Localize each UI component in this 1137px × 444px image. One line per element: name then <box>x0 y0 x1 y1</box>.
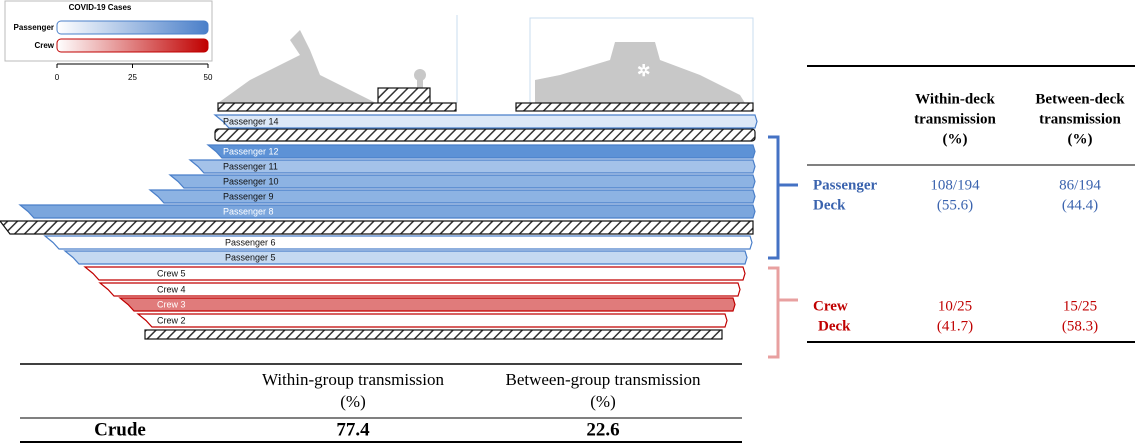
table-cell: 108/194 <box>930 177 980 193</box>
deck <box>118 297 736 312</box>
legend-tick-label: 0 <box>55 73 60 82</box>
brackets <box>768 135 798 359</box>
table-header: Within-group transmission <box>262 370 445 389</box>
row-label: Crew <box>813 298 848 314</box>
deck <box>213 114 758 129</box>
deck-label: Passenger 12 <box>223 146 279 156</box>
deck <box>168 174 756 189</box>
deck <box>188 159 756 174</box>
table-cell: 77.4 <box>336 419 370 440</box>
legend-colorbar <box>56 20 209 35</box>
table-header: (%) <box>1068 131 1093 147</box>
legend-label: Crew <box>34 41 54 50</box>
table-header: (%) <box>943 131 968 147</box>
row-label: Deck <box>813 197 846 213</box>
table-cell: (41.7) <box>937 318 973 334</box>
table-cell: (55.6) <box>937 197 973 213</box>
row-label: Crude <box>94 419 146 440</box>
table-cell: 15/25 <box>1063 298 1097 314</box>
table-header: (%) <box>590 392 615 411</box>
table-header: Between-deck <box>1035 91 1125 107</box>
legend-tick-label: 50 <box>204 73 213 82</box>
table-cell: (58.3) <box>1062 318 1098 334</box>
deck <box>43 235 753 250</box>
deck <box>148 189 756 204</box>
deck-label: Passenger 5 <box>225 252 276 262</box>
deck-label: Passenger 11 <box>223 161 278 171</box>
deck-label: Passenger 14 <box>223 116 279 126</box>
deck-label: Passenger 9 <box>223 191 274 201</box>
row-label: Deck <box>818 318 851 334</box>
deck <box>136 313 728 328</box>
deck-label: Crew 3 <box>157 299 186 309</box>
table-cell: 22.6 <box>586 419 619 440</box>
legend-title: COVID-19 Cases <box>69 3 132 12</box>
deck-label: Passenger 6 <box>225 237 276 247</box>
superstructure: ✲ <box>218 15 754 103</box>
table-cell: 10/25 <box>938 298 972 314</box>
deck-label: Crew 4 <box>157 284 186 294</box>
table-header: transmission <box>1039 111 1121 127</box>
deck-label: Passenger 8 <box>223 206 274 216</box>
deck <box>98 282 741 297</box>
deck-label: Crew 5 <box>157 268 186 278</box>
deck-label: Passenger 10 <box>223 176 279 186</box>
deck <box>83 266 746 281</box>
row-label: Passenger <box>813 177 877 193</box>
deck <box>206 144 756 159</box>
deck <box>18 204 756 219</box>
logo: ✲ <box>637 63 650 80</box>
table-header: Between-group transmission <box>506 370 701 389</box>
legend-label: Passenger <box>14 23 54 32</box>
deck-label: Crew 2 <box>157 315 186 325</box>
table-rules <box>20 65 1135 443</box>
table-header: transmission <box>914 111 996 127</box>
deck <box>63 250 748 265</box>
legend-colorbar <box>56 38 209 53</box>
hatched-decks <box>0 87 756 340</box>
table-cell: (44.4) <box>1062 197 1098 213</box>
legend-tick-label: 25 <box>128 73 137 82</box>
table-header: Within-deck <box>915 91 995 107</box>
table-cell: 86/194 <box>1059 177 1101 193</box>
table-header: (%) <box>340 392 365 411</box>
